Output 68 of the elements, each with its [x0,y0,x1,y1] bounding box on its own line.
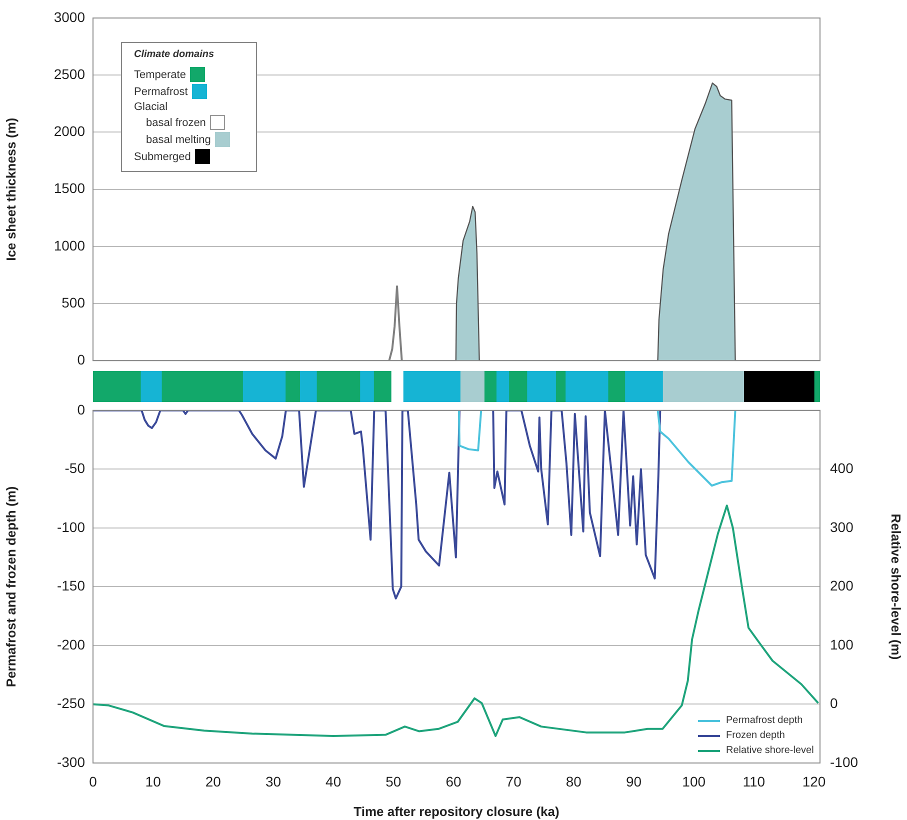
bar [608,371,626,402]
y-tick-label: 1000 [54,237,86,254]
legend-label: basal melting [145,134,211,146]
bar [460,371,484,402]
x-tick-label: 70 [506,773,522,790]
x-tick-label: 100 [682,773,706,790]
y-tick-label: 0 [77,351,86,368]
bar [555,371,566,402]
legend-title: Climate domains [134,49,216,60]
y2-tick-label: 400 [830,460,854,476]
y-tick-label: 2000 [54,123,86,140]
x-tick-label: 40 [326,773,342,790]
bar [564,371,608,402]
bar [161,371,243,402]
y-tick-label: -50 [64,460,86,476]
y2-tick-label: 0 [830,695,838,712]
bar [242,371,286,402]
bar [743,371,814,402]
y-tick-label: 3000 [54,8,86,25]
y-tick-label: 2500 [54,66,86,82]
x-tick-label: 110 [742,773,766,790]
x-tick-label: 0 [89,773,98,790]
bar [284,371,300,402]
y-axis-title: Ice sheet thickness (m) [3,118,18,261]
y2-axis-title: Relative shore-level (m) [888,514,904,660]
bar [359,371,374,402]
x-tick-label: 120 [802,773,826,790]
bar [496,371,510,402]
x-tick-label: 10 [145,773,162,790]
legend-label: Submerged [134,150,191,162]
x-tick-label: 60 [446,773,462,790]
y-axis-title: Permafrost and frozen depth (m) [3,486,18,688]
bar [140,371,162,402]
bar [662,371,744,402]
bar [508,371,528,402]
legend-label: Permafrost depth [726,715,803,726]
y-tick-label: -300 [56,754,86,770]
x-tick-label: 50 [386,773,402,790]
y2-tick-label: 300 [830,518,854,535]
legend-label: Temperate [134,68,186,80]
bar [299,371,317,402]
x-tick-label: 20 [205,773,222,790]
y-tick-label: -250 [56,695,86,712]
bar [373,371,392,402]
x-tick-label: 30 [265,773,282,790]
y-tick-label: 500 [62,294,86,310]
x-tick-label: 90 [626,773,642,790]
y-tick-label: -100 [56,518,86,535]
annotation: Glacial [134,100,169,114]
x-axis-title: Time after repository closure (ka) [354,804,560,819]
legend-label: basal frozen [145,116,206,128]
y-tick-label: 0 [77,401,86,418]
y2-tick-label: 100 [830,636,854,652]
bar [526,371,556,402]
bar [316,371,360,402]
x-tick-label: 80 [566,773,582,790]
y2-tick-label: -100 [830,754,858,770]
y2-tick-label: 200 [830,578,854,594]
y-tick-label: 1500 [54,180,86,196]
bar [484,371,496,402]
legend-label: Permafrost [134,86,188,98]
legend-label: Frozen depth [726,730,785,741]
bar [93,371,141,402]
y-tick-label: -150 [56,578,86,594]
bar [624,371,663,402]
y-tick-label: -200 [56,636,86,652]
legend-label: Relative shore-level [726,745,814,756]
bar [402,371,460,402]
